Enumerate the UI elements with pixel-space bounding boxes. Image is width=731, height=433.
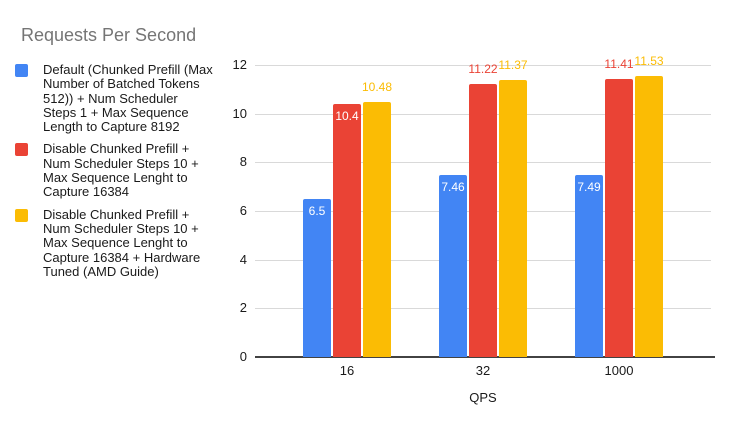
legend-label: Disable Chunked Prefill + Num Scheduler … [43,206,201,279]
bar [439,175,467,357]
y-tick-label: 6 [239,203,247,218]
legend-item: Default (Chunked Prefill (Max Number of … [15,62,227,135]
bar-value-label: 7.46 [441,180,465,195]
bar-value-label: 10.4 [335,108,359,123]
y-tick-label: 8 [239,154,247,170]
legend-label: Default (Chunked Prefill (Max Number of … [43,62,213,135]
bar-value-label: 6.5 [308,203,326,218]
bar [469,83,497,357]
legend-swatch [15,64,28,77]
y-tick-label: 4 [239,251,247,267]
bar-value-label: 10.48 [361,79,393,94]
chart-title: Requests Per Second [21,25,197,45]
y-tick-label: 10 [232,105,247,121]
legend-item: Disable Chunked Prefill + Num Scheduler … [15,206,227,279]
bar [499,80,527,357]
bar [635,76,663,357]
legend-swatch [15,208,28,222]
gridline [255,65,711,66]
bar [575,174,603,357]
y-tick-label: 0 [239,349,247,364]
x-tick-label: 16 [339,363,355,378]
bar [605,79,633,357]
bar-value-label: 11.53 [634,54,664,69]
x-axis-title: QPS [469,390,497,405]
x-tick-label: 32 [475,363,491,378]
legend-label: Disable Chunked Prefill + Num Scheduler … [43,141,199,200]
bar [333,103,361,357]
y-tick-label: 12 [232,57,247,72]
bar [303,198,331,357]
bar-value-label: 11.37 [498,58,528,73]
legend-item: Disable Chunked Prefill + Num Scheduler … [15,142,227,199]
bar-value-label: 7.49 [577,179,601,194]
bar [363,101,391,357]
bar-value-label: 11.41 [604,57,634,72]
bar-value-label: 11.22 [468,61,498,76]
legend: Default (Chunked Prefill (Max Number of … [15,62,227,287]
x-axis-line [255,356,715,358]
plot-area: 0 2 4 6 8 10 12 6.5 7.46 7.49 10.4 11.22 11.41 10.48 1… [233,54,715,378]
y-tick-label: 2 [239,300,247,316]
legend-swatch [15,143,28,157]
x-tick-label: 1000 [604,363,634,378]
